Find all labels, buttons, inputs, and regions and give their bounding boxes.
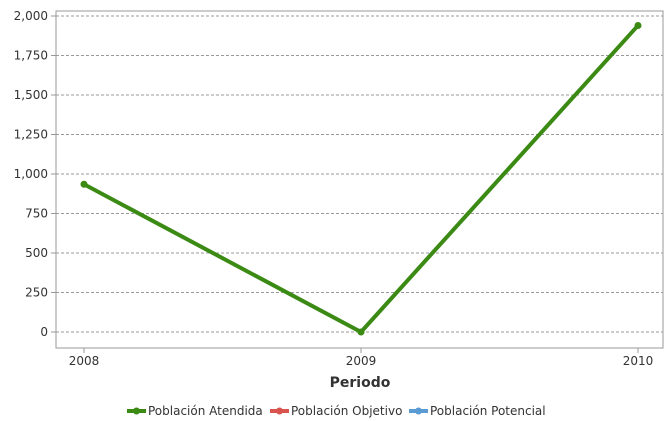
legend-item[interactable]: Población Potencial [409, 404, 546, 418]
y-axis-ticks: 0 250 500 750 1,000 1,250 1,500 1,750 2,000 [14, 9, 56, 339]
legend-label: Población Potencial [430, 404, 546, 418]
legend-swatch-marker [276, 407, 283, 415]
legend-swatch-marker [133, 407, 140, 415]
y-tick-label: 750 [25, 207, 48, 221]
y-gridlines [56, 15, 663, 333]
x-tick-label: 2009 [346, 354, 377, 368]
legend-swatch-marker [415, 407, 422, 415]
legend-item[interactable]: Población Atendida [127, 404, 263, 418]
y-tick-label: 250 [25, 286, 48, 300]
series-lines [80, 21, 642, 336]
x-axis-ticks: 2008 2009 2010 [69, 348, 654, 368]
legend-label: Población Objetivo [291, 404, 402, 418]
legend: Población Atendida Población Objetivo Pobl… [127, 404, 546, 418]
y-tick-label: 1,000 [14, 167, 48, 181]
y-tick-label: 2,000 [14, 9, 48, 23]
y-tick-label: 0 [40, 325, 48, 339]
plot-area-frame [55, 10, 664, 349]
x-tick-label: 2010 [623, 354, 654, 368]
legend-item[interactable]: Población Objetivo [270, 404, 402, 418]
x-axis-title: Periodo [330, 375, 391, 391]
data-point [634, 21, 642, 29]
x-tick-label: 2008 [69, 354, 100, 368]
data-point [80, 180, 88, 188]
data-point [357, 328, 365, 336]
y-tick-label: 1,250 [14, 128, 48, 142]
y-tick-label: 1,750 [14, 49, 48, 63]
legend-label: Población Atendida [148, 404, 263, 418]
y-tick-label: 500 [25, 246, 48, 260]
y-tick-label: 1,500 [14, 88, 48, 102]
